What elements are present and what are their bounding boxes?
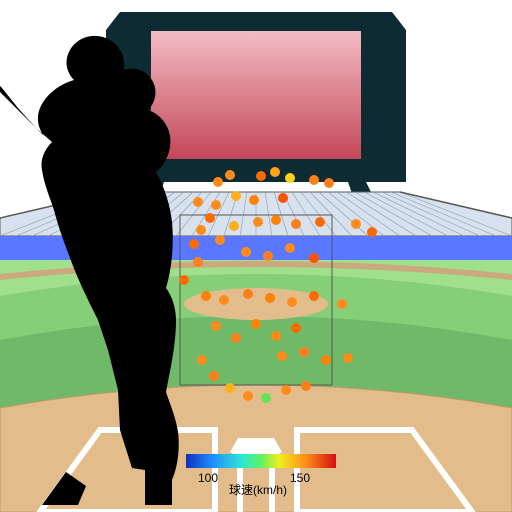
pitch-dot [219,295,229,305]
pitch-dot [205,213,215,223]
pitch-dot [193,257,203,267]
pitch-dot [196,225,206,235]
pitch-dot [211,200,221,210]
colorbar-tick: 150 [290,471,310,485]
colorbar-tick: 100 [198,471,218,485]
pitch-dot [343,353,353,363]
pitch-dot [215,235,225,245]
pitch-dot [285,173,295,183]
pitch-dot [243,391,253,401]
pitch-dot [278,193,288,203]
pitch-dot [225,383,235,393]
pitch-dot [321,355,331,365]
colorbar [186,454,336,468]
pitch-dot [241,247,251,257]
pitch-dot [337,299,347,309]
colorbar-label: 球速(km/h) [229,483,287,497]
pitch-dot [367,227,377,237]
pitch-dot [351,219,361,229]
pitch-dot [253,217,263,227]
pitch-dot [271,215,281,225]
pitch-dot [281,385,291,395]
pitch-dot [291,219,301,229]
pitch-dot [225,170,235,180]
pitch-dot [265,293,275,303]
pitch-dot [197,355,207,365]
pitch-dot [324,178,334,188]
pitch-dot [231,333,241,343]
pitch-dot [249,195,259,205]
pitch-dot [291,323,301,333]
pitch-dot [213,177,223,187]
pitch-dot [251,319,261,329]
pitch-dot [179,275,189,285]
pitch-dot [231,191,241,201]
pitch-dot [299,347,309,357]
pitch-dot [285,243,295,253]
pitch-dot [315,217,325,227]
pitch-dot [243,289,253,299]
pitch-dot [209,371,219,381]
pitch-dot [271,331,281,341]
pitch-dot [309,253,319,263]
pitch-dot [270,167,280,177]
pitch-location-chart: 100 150球速(km/h) [0,0,512,512]
pitch-dot [277,351,287,361]
pitch-dot [287,297,297,307]
pitch-dot [263,251,273,261]
pitch-dot [229,221,239,231]
scoreboard-screen [150,30,362,160]
pitch-dot [309,291,319,301]
pitch-dot [256,171,266,181]
pitch-dot [261,393,271,403]
pitch-dot [301,381,311,391]
pitch-dot [309,175,319,185]
pitch-dot [211,321,221,331]
pitch-dot [189,239,199,249]
pitch-dot [193,197,203,207]
pitch-dot [201,291,211,301]
